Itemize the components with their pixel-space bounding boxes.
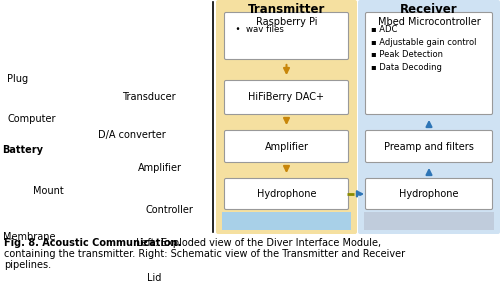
FancyBboxPatch shape [224,178,348,210]
Text: Plug: Plug [8,74,28,84]
Text: Mount: Mount [32,186,63,196]
Text: Controller: Controller [145,205,193,215]
Text: Receiver: Receiver [400,3,458,16]
Text: Transducer: Transducer [122,92,176,102]
Text: containing the transmitter. Right: Schematic view of the Transmitter and Receive: containing the transmitter. Right: Schem… [4,249,405,259]
FancyBboxPatch shape [216,0,357,234]
Text: Preamp and filters: Preamp and filters [384,141,474,151]
Text: Amplifier: Amplifier [138,163,182,173]
Text: HiFiBerry DAC+: HiFiBerry DAC+ [248,93,324,103]
FancyBboxPatch shape [366,131,492,163]
Bar [364,212,494,230]
Text: Left: Exploded view of the Diver Interface Module,: Left: Exploded view of the Diver Interfa… [132,238,381,248]
FancyBboxPatch shape [366,13,492,114]
FancyBboxPatch shape [224,131,348,163]
Text: Battery: Battery [2,145,43,155]
Bar [222,212,351,230]
Text: Hydrophone: Hydrophone [257,189,316,199]
Text: D/A converter: D/A converter [98,130,165,140]
FancyBboxPatch shape [224,13,348,59]
FancyBboxPatch shape [366,178,492,210]
Text: Raspberry Pi: Raspberry Pi [256,17,318,27]
Text: Computer: Computer [8,114,56,124]
Text: Amplifier: Amplifier [264,141,308,151]
Text: Hydrophone: Hydrophone [399,189,459,199]
Text: Lid: Lid [148,273,162,283]
Text: Fig. 8. Acoustic Communication.: Fig. 8. Acoustic Communication. [4,238,181,248]
FancyBboxPatch shape [358,0,500,234]
Text: •  wav files: • wav files [230,25,284,34]
Text: pipelines.: pipelines. [4,260,51,270]
Text: Membrane: Membrane [2,232,55,242]
Text: Transmitter: Transmitter [248,3,325,16]
FancyBboxPatch shape [224,81,348,114]
Text: ▪ ADC
▪ Adjustable gain control
▪ Peak Detection
▪ Data Decoding: ▪ ADC ▪ Adjustable gain control ▪ Peak D… [371,25,476,72]
Text: Mbed Microcontroller: Mbed Microcontroller [378,17,480,27]
